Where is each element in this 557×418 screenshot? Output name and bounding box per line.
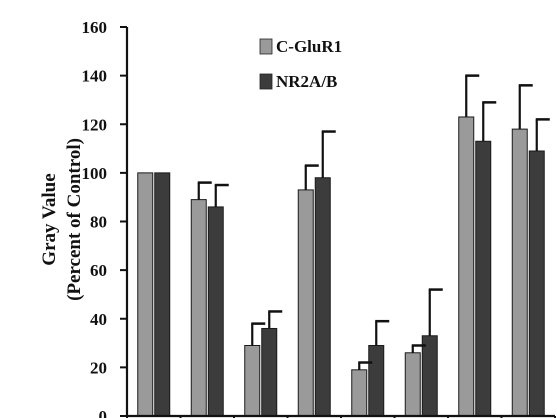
bar-nr2a-b [261,327,278,417]
bar-c-glur1 [458,116,475,417]
bar-c-glur1 [511,128,528,417]
y-tick-label: 100 [82,164,108,183]
y-axis-title-line-2: (Percent of Control) [64,138,85,301]
bar-nr2a-b [154,172,171,417]
bar-nr2a-b [528,150,545,417]
bar-nr2a-b [475,140,492,417]
y-axis-title-line-1: Gray Value [39,173,60,265]
bar-c-glur1 [137,172,154,417]
legend-label-nr2a-b: NR2A/B [276,72,337,91]
bar-c-glur1 [244,344,261,417]
y-axis-title: Gray Value (Percent of Control) [39,138,85,301]
bar-nr2a-b [207,206,224,417]
bar-c-glur1 [404,352,421,417]
bar-c-glur1 [190,199,207,417]
bar-nr2a-b [314,177,331,417]
error-bars [197,74,550,370]
legend: C-GluR1 NR2A/B [259,37,342,91]
bar-nr2a-b [368,344,385,417]
y-tick-label: 160 [82,18,108,37]
y-tick-label: 40 [90,310,107,329]
bars [137,116,545,417]
legend-swatch-nr2a-b [259,73,273,90]
y-tick-label: 0 [99,407,108,418]
y-tick-label: 140 [82,67,108,86]
legend-swatch-c-glur1 [259,38,273,55]
y-tick-label: 60 [90,261,107,280]
bar-c-glur1 [351,369,368,417]
x-axis-ticks [126,416,556,418]
y-tick-label: 80 [90,213,107,232]
bar-c-glur1 [297,189,314,417]
legend-label-c-glur1: C-GluR1 [276,37,342,56]
y-axis-ticks: 0 20 40 60 80 100 120 140 160 [82,18,127,418]
y-tick-label: 20 [90,358,107,377]
bar-nr2a-b [421,335,438,417]
y-tick-label: 120 [82,115,108,134]
